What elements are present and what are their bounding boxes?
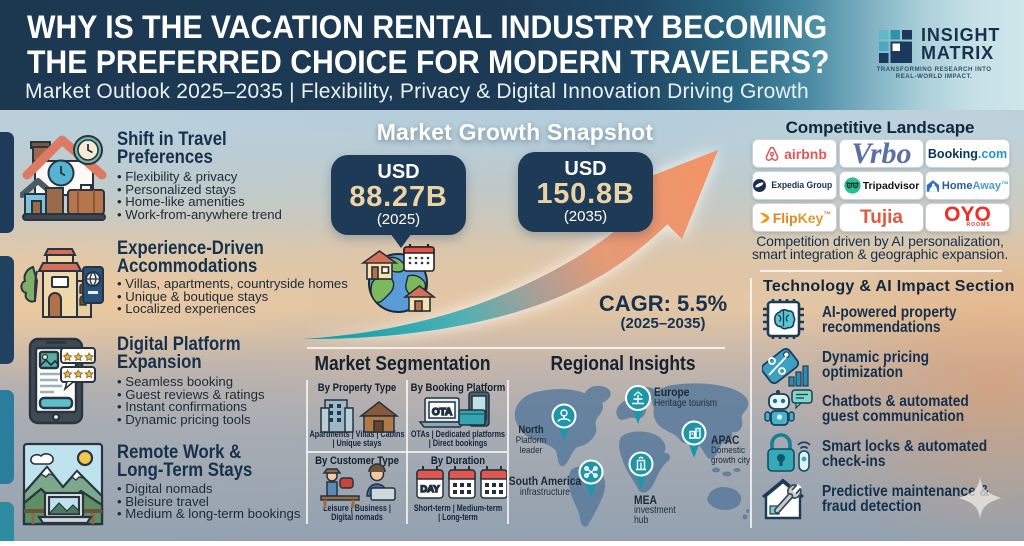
svg-text:OTA: OTA	[432, 407, 452, 418]
svg-text:DAY: DAY	[420, 484, 440, 495]
